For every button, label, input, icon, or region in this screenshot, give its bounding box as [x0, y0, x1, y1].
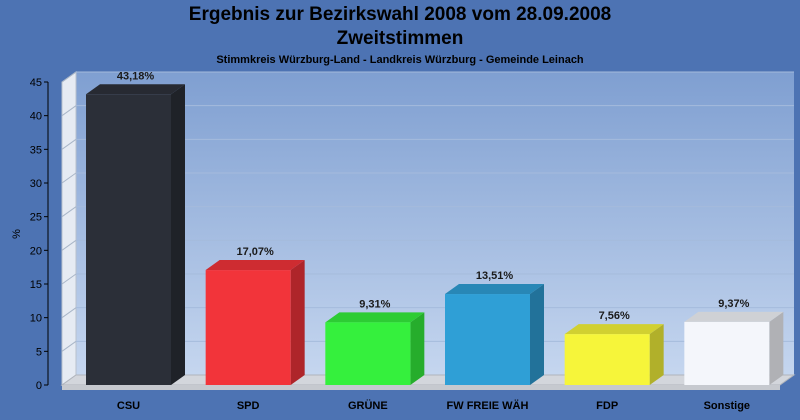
y-axis-label: % — [11, 229, 23, 239]
gridline-depth — [61, 206, 77, 218]
back-wall — [76, 72, 794, 375]
y-tick-label: 10 — [30, 313, 42, 325]
y-tick-label: 30 — [30, 178, 42, 190]
bar — [86, 94, 171, 385]
data-label: 9,31% — [359, 298, 390, 310]
gridline-depth — [61, 340, 77, 352]
bar-side — [769, 311, 784, 385]
y-tick-label: 45 — [30, 77, 42, 89]
bar-top — [205, 260, 305, 271]
bar — [205, 270, 291, 385]
chart-caption: Stimmkreis Würzburg-Land - Landkreis Wür… — [216, 54, 584, 66]
bar-top — [445, 284, 544, 295]
chart-subtitle: Zweitstimmen — [336, 28, 464, 49]
gridline-depth — [61, 273, 77, 285]
bar — [325, 322, 411, 385]
x-tick-label: FW FREIE WÄH — [447, 399, 529, 412]
x-tick-label: SPD — [237, 400, 260, 412]
data-label: 17,07% — [237, 246, 275, 258]
data-label: 43,18% — [117, 70, 155, 82]
gridline-depth — [61, 105, 77, 117]
x-tick-label: CSU — [117, 400, 140, 412]
x-tick-label: GRÜNE — [348, 399, 388, 412]
bar-side — [649, 324, 664, 385]
plot-area: 0 5 10 15 20 25 30 35 40 45% 43,18% CSU 17,07% SPD 9,3… — [11, 70, 796, 412]
y-tick-label: 20 — [30, 245, 42, 257]
gridline-depth — [61, 239, 77, 251]
y-tick-label: 40 — [30, 111, 42, 123]
bar-top — [564, 324, 664, 335]
bar-top — [684, 311, 784, 322]
x-tick-label: Sonstige — [704, 400, 750, 412]
chart-title: Ergebnis zur Bezirkswahl 2008 vom 28.09.… — [188, 4, 612, 25]
bar-top — [86, 84, 185, 95]
gridline-depth — [61, 71, 77, 83]
bar — [445, 294, 530, 385]
y-tick-label: 35 — [30, 144, 42, 156]
data-label: 9,37% — [718, 298, 749, 310]
bar-side — [530, 284, 544, 385]
y-tick-label: 5 — [36, 346, 42, 358]
x-tick-label: FDP — [596, 400, 618, 412]
bar-side — [410, 312, 425, 385]
bar-top — [325, 312, 425, 323]
bar-side — [290, 260, 305, 385]
gridline-depth — [61, 138, 77, 150]
data-label: 13,51% — [476, 270, 514, 282]
gridline-depth — [61, 172, 77, 184]
left-wall — [61, 71, 77, 386]
bar — [684, 321, 770, 385]
y-tick-label: 25 — [30, 212, 42, 224]
y-tick-label: 0 — [36, 380, 42, 392]
y-tick-label: 15 — [30, 279, 42, 291]
bar-side — [171, 84, 185, 385]
gridline-depth — [61, 307, 77, 319]
bar — [564, 334, 650, 385]
floor-edge — [62, 385, 780, 390]
data-label: 7,56% — [599, 310, 630, 322]
